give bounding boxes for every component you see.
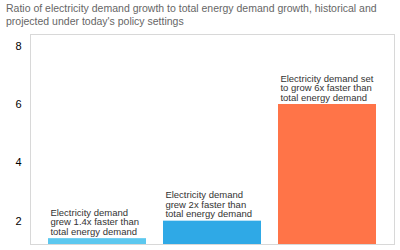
svg-text:2: 2 <box>15 215 21 227</box>
svg-text:6: 6 <box>15 98 21 110</box>
svg-text:4: 4 <box>15 156 21 168</box>
svg-text:Electricity demandgrew 1.4x fa: Electricity demandgrew 1.4x faster thant… <box>50 207 139 237</box>
html-text:Ratio of electricity demand gr: Ratio of electricity demand growth to to… <box>6 2 377 27</box>
svg-text:Electricity demandgrew 2x fast: Electricity demandgrew 2x faster thantot… <box>165 189 252 219</box>
svg-text:8: 8 <box>15 40 21 52</box>
svg-text:Electricity demand setto grow: Electricity demand setto grow 6x faster … <box>280 73 373 103</box>
